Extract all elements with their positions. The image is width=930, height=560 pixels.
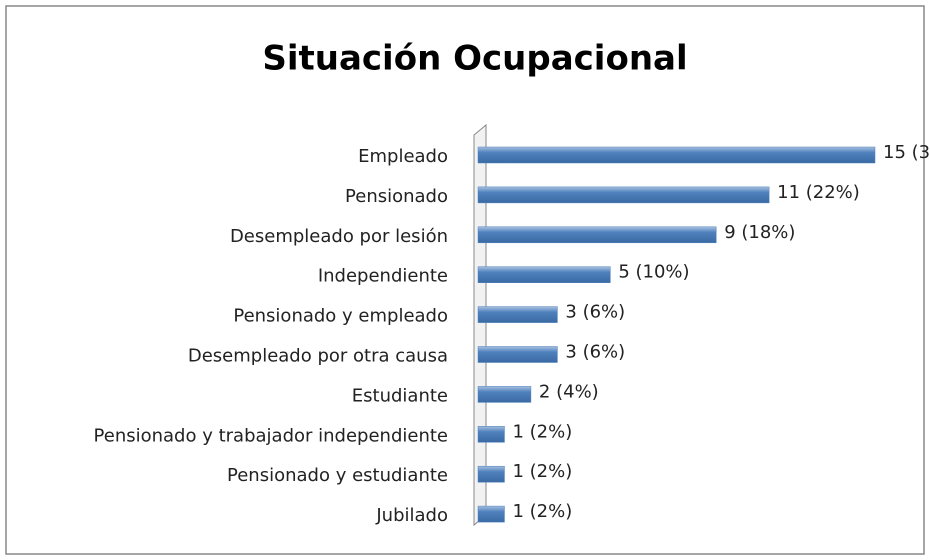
category-label: Pensionado y empleado [233, 306, 448, 327]
bar [477, 346, 558, 363]
chart-title: Situación Ocupacional [262, 39, 687, 79]
value-label: 5 (10%) [618, 262, 689, 283]
chart-border [5, 5, 925, 555]
bar [477, 186, 770, 204]
bar [477, 226, 717, 244]
value-label: 11 (22%) [777, 182, 860, 203]
bar [477, 306, 558, 323]
bar [477, 386, 532, 403]
bar [477, 505, 505, 523]
plot-wall [473, 123, 487, 527]
value-label: 9 (18%) [724, 222, 795, 243]
value-label: 2 (4%) [539, 381, 599, 402]
category-label: Independiente [318, 266, 448, 287]
category-label: Desempleado por lesión [230, 226, 448, 247]
bar [477, 426, 505, 443]
category-label: Pensionado y trabajador independiente [94, 425, 448, 446]
bar [477, 266, 611, 283]
value-label: 1 (2%) [512, 501, 572, 522]
value-label: 1 (2%) [512, 421, 572, 442]
category-label: Empleado [358, 146, 448, 167]
value-label: 15 (30%) [883, 142, 930, 163]
value-label: 1 (2%) [512, 461, 572, 482]
category-label: Pensionado [345, 186, 448, 207]
category-label: Jubilado [375, 505, 448, 526]
category-label: Estudiante [352, 385, 448, 406]
category-label: Desempleado por otra causa [188, 346, 448, 367]
bar [477, 465, 505, 483]
value-label: 3 (6%) [565, 342, 625, 363]
bar [477, 146, 876, 164]
value-label: 3 (6%) [565, 302, 625, 323]
category-label: Pensionado y estudiante [227, 465, 448, 486]
